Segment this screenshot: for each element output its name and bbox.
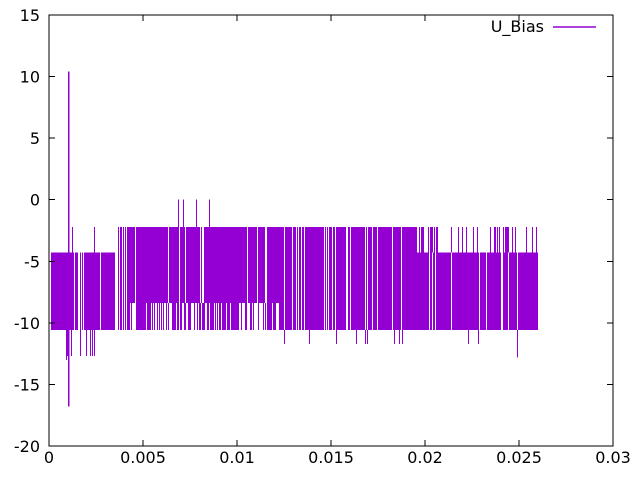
x-tick-label: 0.005 — [120, 448, 166, 467]
waveform-series-u-bias — [51, 71, 538, 407]
x-tick-label: 0.025 — [496, 448, 542, 467]
x-tick-label: 0.03 — [595, 448, 631, 467]
y-tick-label: 5 — [30, 129, 40, 148]
axis-ticks — [48, 14, 614, 447]
x-tick-label: 0.015 — [308, 448, 354, 467]
x-tick-label: 0.01 — [219, 448, 255, 467]
axis-tick-labels: 0 0.005 0.01 0.015 0.02 0.025 0.03 15 10 5 0 -5 -10 -… — [14, 6, 631, 467]
y-tick-label: -10 — [14, 314, 40, 333]
y-tick-label: 15 — [20, 6, 40, 25]
y-tick-label: 10 — [20, 68, 40, 87]
y-tick-label: -5 — [24, 252, 40, 271]
legend-label: U_Bias — [491, 17, 544, 37]
x-tick-label: 0 — [44, 448, 54, 467]
x-tick-label: 0.02 — [407, 448, 443, 467]
legend: U_Bias — [491, 17, 596, 37]
y-tick-label: -20 — [14, 437, 40, 456]
y-tick-label: -15 — [14, 375, 40, 394]
y-tick-label: 0 — [30, 191, 40, 210]
